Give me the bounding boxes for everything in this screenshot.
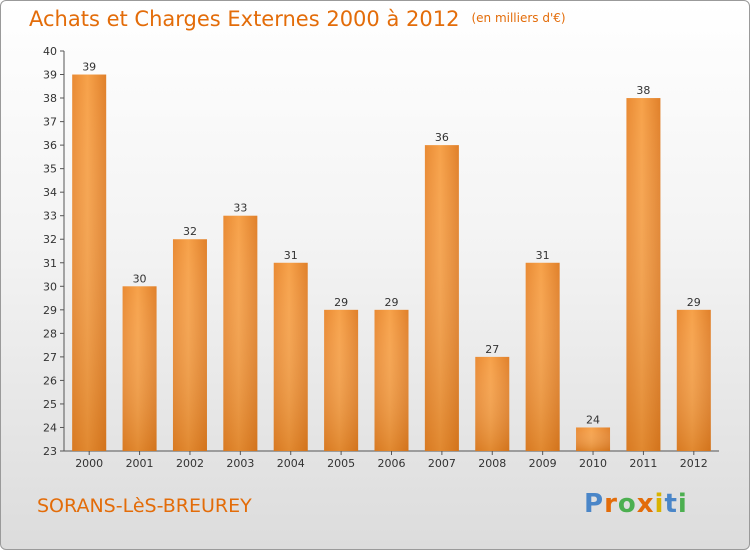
bar — [374, 309, 409, 451]
bar-shade — [576, 427, 611, 451]
data-label: 31 — [284, 249, 298, 262]
bar — [172, 239, 207, 451]
bars — [72, 74, 711, 451]
data-label: 31 — [536, 249, 550, 262]
y-tick-label: 37 — [43, 116, 57, 129]
x-tick-label: 2012 — [680, 457, 708, 470]
data-label: 39 — [82, 61, 96, 74]
x-tick-label: 2001 — [126, 457, 154, 470]
data-label: 38 — [636, 84, 650, 97]
data-label: 27 — [485, 343, 499, 356]
x-tick-label: 2004 — [277, 457, 305, 470]
x-tick-label: 2007 — [428, 457, 456, 470]
y-tick-label: 33 — [43, 210, 57, 223]
chart-title-text: Achats et Charges Externes 2000 à 2012 — [29, 7, 460, 31]
data-label: 32 — [183, 225, 197, 238]
bar-shade — [324, 309, 359, 451]
bar-shade — [273, 262, 308, 451]
data-label: 24 — [586, 413, 600, 426]
y-tick-label: 32 — [43, 233, 57, 246]
data-label: 29 — [385, 296, 399, 309]
chart-unit: (en milliers d'€) — [471, 11, 566, 25]
axes: 23 24 25 26 27 28 29 30 31 32 33 34 35 36 37 38 39 40 2000… — [43, 45, 719, 470]
bar — [324, 309, 359, 451]
brand-letter: o — [617, 489, 637, 519]
x-tick-label: 2006 — [378, 457, 406, 470]
y-tick-label: 34 — [43, 186, 57, 199]
data-label: 33 — [233, 202, 247, 215]
bar — [676, 309, 711, 451]
bar-shade — [122, 286, 157, 451]
bar — [122, 286, 157, 451]
x-tick-label: 2008 — [478, 457, 506, 470]
data-label: 29 — [334, 296, 348, 309]
bar-shade — [72, 74, 107, 451]
bar-shade — [676, 309, 711, 451]
brand-letter: i — [677, 489, 688, 519]
bar — [72, 74, 107, 451]
brand-letter: P — [584, 489, 605, 519]
bar-shade — [525, 262, 560, 451]
brand-letter: i — [654, 489, 665, 519]
bar — [576, 427, 611, 451]
chart-title: Achats et Charges Externes 2000 à 2012 (e… — [29, 7, 566, 31]
brand-logo: Proxiti — [584, 489, 688, 519]
bar-shade — [374, 309, 409, 451]
x-tick-label: 2010 — [579, 457, 607, 470]
y-tick-label: 36 — [43, 139, 57, 152]
x-tick-label: 2011 — [629, 457, 657, 470]
bar — [424, 145, 459, 451]
x-tick-label: 2002 — [176, 457, 204, 470]
bar-shade — [172, 239, 207, 451]
x-tick-label: 2005 — [327, 457, 355, 470]
x-tick-label: 2003 — [226, 457, 254, 470]
data-labels: 39 30 32 33 31 29 29 36 27 31 24 38 29 — [82, 61, 701, 427]
y-tick-label: 23 — [43, 445, 57, 458]
x-tick-label: 2009 — [529, 457, 557, 470]
brand-letter: r — [604, 489, 618, 519]
bar — [273, 262, 308, 451]
commune-name: SORANS-LèS-BREUREY — [37, 495, 252, 517]
y-tick-label: 40 — [43, 45, 57, 58]
bar — [626, 98, 661, 451]
data-label: 30 — [133, 272, 147, 285]
bar — [525, 262, 560, 451]
y-tick-label: 26 — [43, 374, 57, 387]
y-tick-label: 35 — [43, 163, 57, 176]
y-tick-label: 29 — [43, 304, 57, 317]
data-label: 29 — [687, 296, 701, 309]
y-tick-label: 31 — [43, 257, 57, 270]
y-tick-label: 28 — [43, 327, 57, 340]
y-tick-label: 39 — [43, 69, 57, 82]
y-tick-label: 38 — [43, 92, 57, 105]
y-tick-label: 27 — [43, 351, 57, 364]
y-tick-label: 25 — [43, 398, 57, 411]
y-tick-label: 24 — [43, 421, 57, 434]
bar-shade — [626, 98, 661, 451]
y-tick-label: 30 — [43, 280, 57, 293]
bar-shade — [475, 356, 510, 451]
bar-shade — [223, 215, 258, 451]
bar-shade — [424, 145, 459, 451]
brand-letter: x — [636, 489, 655, 519]
x-tick-label: 2000 — [75, 457, 103, 470]
data-label: 36 — [435, 131, 449, 144]
bar — [475, 356, 510, 451]
bar — [223, 215, 258, 451]
brand-letter: t — [664, 489, 678, 519]
